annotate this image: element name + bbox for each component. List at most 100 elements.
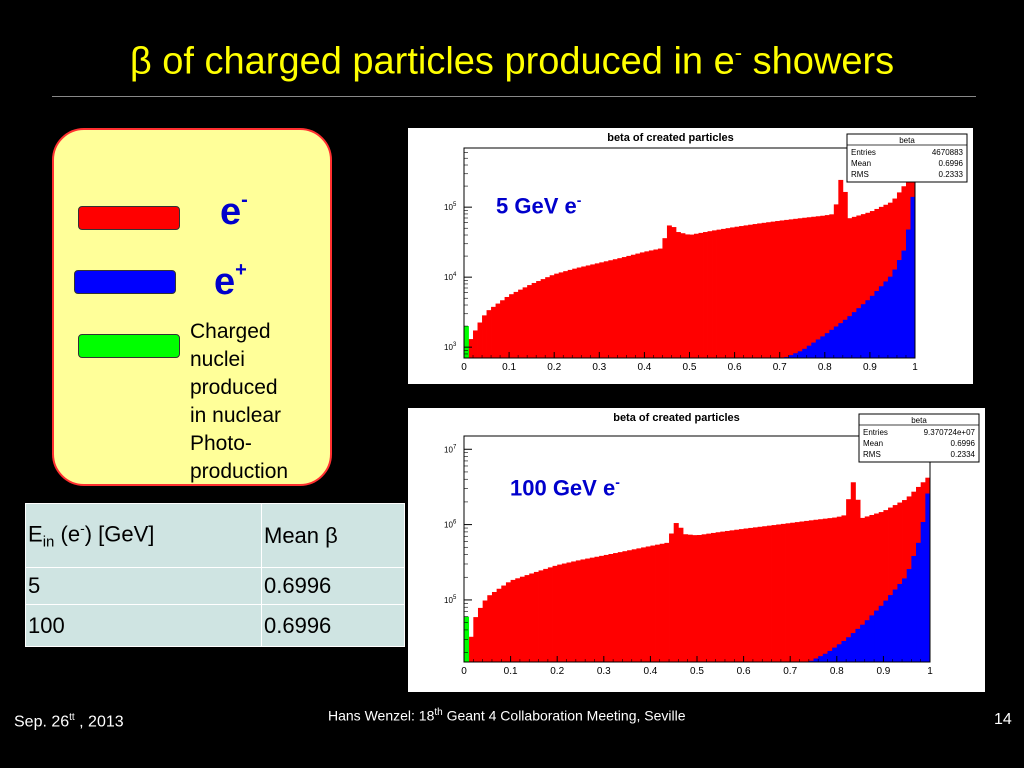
stats-box: beta Entries 9.370724e+07 Mean 0.6996 RMS 0.23… [858,413,980,463]
histogram-bar [860,624,866,662]
histogram-bar [878,605,884,662]
histogram-bar [627,550,633,662]
x-tick-label: 0.7 [783,666,797,677]
histogram-bar [788,355,794,358]
histogram-bar [547,567,553,662]
histogram-bar [770,221,776,358]
stats-value: 4670883 [932,148,964,157]
footer-meeting: Hans Wenzel: 18th Geant 4 Collaboration … [328,707,686,724]
histogram-bar [851,216,857,358]
histogram-bar [838,179,844,358]
histogram-bar [793,353,799,358]
legend-label-electron: e- [220,189,248,233]
histogram-bar [468,636,474,662]
histogram-bar [833,326,839,358]
y-tick-label: 10 [444,596,453,605]
histogram-bar [482,600,488,662]
histogram-bar [874,291,880,358]
histogram-bar [694,233,699,358]
histogram-bar [896,260,902,358]
histogram-bar [636,548,642,662]
table-cell-mean: 0.6996 [261,604,405,647]
histogram-bar [580,559,586,662]
histogram-bar [752,527,758,662]
stats-label: Mean [851,159,871,168]
histogram-bar [856,308,862,358]
histogram-bar [622,551,628,662]
x-tick-label: 0.1 [502,362,516,373]
histogram-bar [860,304,866,358]
histogram-bar [594,556,600,662]
y-tick-label: 10 [444,273,453,282]
histogram-bar [855,628,861,662]
histogram-bar [518,289,524,358]
histogram-bar [808,520,814,662]
series-e+ [808,493,931,662]
histogram-bar [766,525,772,662]
histogram-bar [734,226,740,358]
histogram-bar [644,251,650,358]
histogram-bar [883,600,889,662]
slide-number: 14 [994,711,1012,728]
x-tick-label: 1 [927,666,933,677]
stats-label: RMS [851,170,869,179]
stats-value: 0.2334 [951,450,976,459]
histogram-bar [531,282,537,358]
histogram-bar [748,527,754,662]
histogram-bar [829,329,835,358]
histogram-bar [869,211,875,358]
nuclei-line: Charged [190,320,271,343]
histogram-bar [906,569,912,662]
histogram-bar [832,517,838,662]
histogram-bar [847,218,853,358]
table-header-mean: Mean β [261,503,405,568]
histogram-bar [590,264,596,358]
table-header-row: Ein (e-) [GeV] Mean β [25,503,405,568]
stats-label: Entries [851,148,876,157]
histogram-bar [842,191,848,358]
histogram-bar [869,295,875,358]
histogram-bar [815,339,821,358]
y-tick-label: 10 [444,445,453,454]
histogram-bar [501,585,507,662]
histogram-bar [841,640,847,662]
histogram-bar [689,234,695,358]
histogram-bar [524,575,530,662]
histogram-bar [697,535,703,662]
histogram-bar [738,529,744,662]
histogram-bar [851,312,857,358]
table-cell-energy: 5 [25,567,262,605]
histogram-bar [788,219,794,358]
histogram-bar [739,226,745,358]
nuclei-line: produced [190,376,278,399]
x-tick-label: 0 [461,666,467,677]
histogram-bar [621,257,627,358]
histogram-bar [715,532,721,662]
series-e- [468,477,931,662]
x-tick-label: 0.9 [876,666,890,677]
histogram-5gev: beta of created particles 0 0.1 0.2 0.3 0.4 0.… [444,132,968,373]
histogram-bar [811,216,817,358]
x-tick-label: 0.2 [550,666,564,677]
histogram-bar [675,232,681,358]
stats-name: beta [911,416,927,425]
slide-title: β of charged particles produced in e- sh… [0,40,1024,84]
histogram-bar [617,258,623,358]
table-row: 100 0.6996 [25,604,405,647]
histogram-bar [813,658,819,662]
x-tick-label: 1 [912,362,918,373]
histogram-bar [790,522,796,662]
histogram-bar [833,204,839,358]
histogram-bar [797,218,803,358]
x-tick-label: 0.3 [592,362,606,373]
histogram-bar [710,532,717,662]
histogram-bar [865,212,871,358]
title-sup: - [734,40,743,65]
histogram-bar [554,273,560,358]
histogram-bar [473,330,478,358]
histogram-bar [784,219,790,358]
x-tick-label: 0.2 [547,362,561,373]
x-tick-label: 0.3 [597,666,611,677]
histogram-bar [846,637,852,662]
histogram-bar [902,578,908,662]
